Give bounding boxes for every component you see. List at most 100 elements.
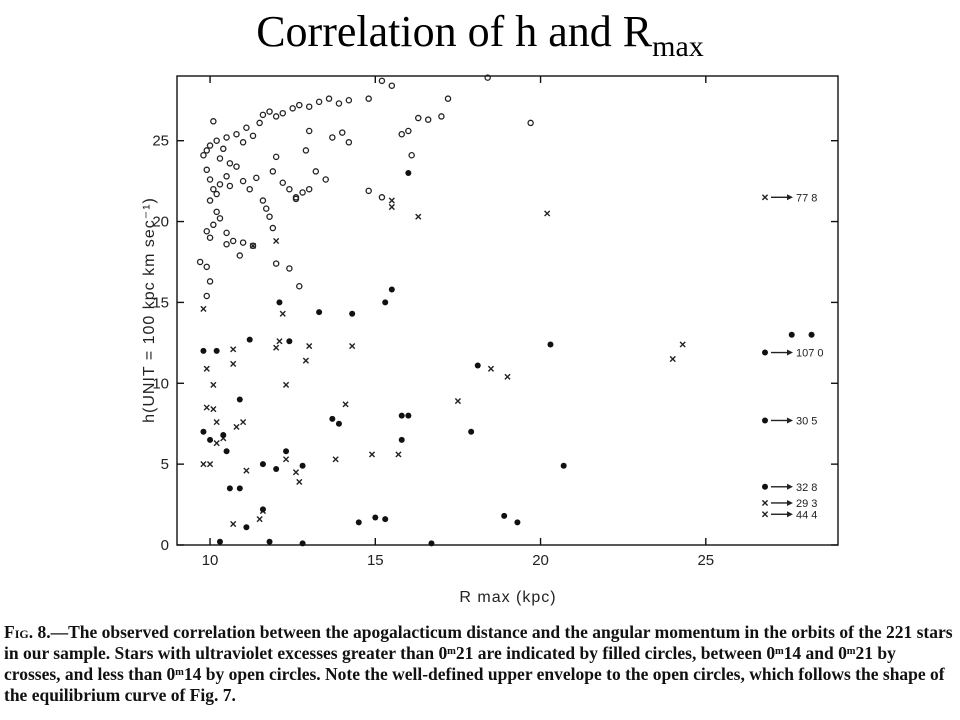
data-point-open-circle — [206, 278, 214, 285]
data-point-cross — [210, 406, 217, 413]
data-point-cross — [203, 404, 210, 411]
data-point-filled-circle — [236, 485, 243, 492]
data-point-open-circle — [299, 189, 306, 196]
data-point-open-circle — [365, 95, 372, 102]
data-point-filled-circle — [788, 331, 795, 338]
annotation-marker — [762, 417, 768, 424]
off-scale-annotation: 30 5 — [762, 415, 817, 427]
data-point-open-circle — [259, 111, 267, 119]
data-point-filled-circle — [223, 448, 230, 455]
off-scale-annotation: 44 4 — [761, 509, 817, 521]
data-point-open-circle — [296, 282, 303, 290]
data-point-cross — [200, 461, 207, 468]
data-point-open-circle — [286, 265, 293, 272]
data-point-filled-circle — [316, 309, 323, 316]
data-point-open-circle — [220, 145, 227, 153]
data-point-open-circle — [424, 116, 432, 123]
data-point-cross — [296, 478, 303, 486]
data-point-filled-circle — [216, 538, 223, 545]
data-point-open-circle — [408, 151, 415, 159]
data-point-open-circle — [223, 229, 230, 237]
data-point-open-circle — [302, 147, 310, 154]
data-point-open-circle — [438, 113, 445, 120]
annotation-label: 77 8 — [796, 192, 817, 204]
data-point-filled-circle — [808, 331, 815, 338]
data-point-cross — [273, 344, 280, 351]
data-point-cross — [230, 360, 237, 367]
data-point-open-circle — [279, 179, 287, 186]
data-point-filled-circle — [398, 436, 405, 443]
data-point-cross — [487, 365, 495, 372]
data-point-filled-circle — [547, 341, 554, 348]
data-point-filled-circle — [226, 485, 233, 492]
x-tick-label: 25 — [697, 552, 714, 569]
annotation-label: 44 4 — [796, 509, 817, 521]
figure-caption: Fig. 8.—The observed correlation between… — [4, 622, 956, 706]
data-point-open-circle — [289, 105, 296, 112]
data-point-cross — [388, 197, 395, 204]
data-point-open-circle — [249, 132, 257, 140]
data-point-filled-circle — [299, 462, 306, 469]
data-point-cross — [210, 381, 217, 388]
annotation-label: 107 0 — [796, 348, 824, 360]
y-tick-label: 5 — [161, 456, 169, 473]
data-point-open-circle — [223, 173, 230, 180]
data-point-open-circle — [213, 190, 220, 198]
data-point-open-circle — [213, 137, 220, 144]
data-point-cross — [669, 355, 676, 363]
data-point-open-circle — [256, 119, 263, 127]
data-point-open-circle — [312, 168, 320, 175]
data-point-open-circle — [226, 160, 234, 167]
data-point-open-circle — [223, 240, 230, 248]
data-point-cross — [203, 365, 210, 372]
arrow-head-icon — [787, 349, 793, 356]
x-axis-title: R max (kpc) — [459, 589, 556, 606]
annotation-marker — [762, 483, 768, 490]
data-point-open-circle — [388, 82, 396, 89]
data-point-cross — [200, 305, 207, 312]
x-tick-label: 20 — [532, 552, 549, 569]
data-point-cross — [302, 357, 309, 364]
data-point-open-circle — [259, 197, 267, 204]
data-point-open-circle — [233, 130, 240, 138]
data-point-cross — [292, 469, 300, 476]
data-point-filled-circle — [200, 347, 207, 354]
data-point-filled-circle — [299, 540, 306, 547]
data-point-open-circle — [415, 114, 422, 122]
data-point-cross — [233, 423, 240, 431]
data-point-cross — [342, 401, 349, 408]
data-point-open-circle — [279, 109, 287, 117]
data-point-open-circle — [206, 234, 214, 241]
data-point-cross — [240, 418, 247, 426]
data-point-filled-circle — [259, 461, 266, 468]
data-point-open-circle — [203, 292, 210, 300]
data-point-filled-circle — [259, 506, 266, 513]
data-point-filled-circle — [246, 336, 253, 343]
data-point-open-circle — [322, 176, 329, 183]
data-point-open-circle — [249, 242, 257, 250]
data-point-open-circle — [305, 103, 313, 110]
data-point-filled-circle — [398, 412, 405, 419]
data-point-filled-circle — [388, 286, 395, 293]
data-point-cross — [243, 467, 250, 474]
chart-annotations: 77 8 107 0 30 5 32 8 29 344 4 — [761, 192, 824, 521]
data-point-open-circle — [272, 260, 280, 267]
data-point-open-circle — [216, 181, 224, 188]
y-tick-label: 25 — [152, 133, 169, 150]
caption-figure-label: Fig. 8. — [4, 622, 51, 642]
data-point-open-circle — [338, 129, 346, 136]
data-point-open-circle — [292, 195, 300, 203]
data-point-cross — [504, 373, 511, 380]
data-point-open-circle — [527, 119, 534, 127]
y-axis-title: h(UNIT = 100 kpc km sec⁻¹) — [141, 197, 158, 423]
data-point-filled-circle — [560, 462, 567, 469]
data-point-filled-circle — [276, 299, 283, 306]
data-point-filled-circle — [405, 412, 412, 419]
x-tick-label: 15 — [367, 552, 384, 569]
data-point-open-circle — [206, 176, 214, 183]
data-point-open-circle — [345, 139, 353, 146]
data-point-open-circle — [315, 98, 323, 106]
data-point-open-circle — [243, 124, 250, 132]
data-point-cross — [349, 342, 356, 350]
data-point-open-circle — [206, 197, 214, 204]
